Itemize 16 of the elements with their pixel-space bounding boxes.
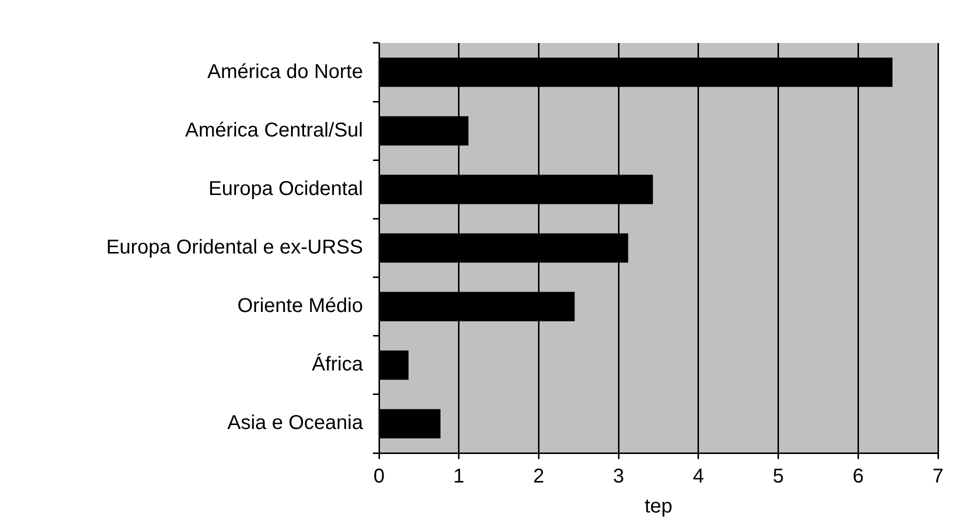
y-tick-label: América do Norte — [207, 60, 363, 83]
y-tick-label: América Central/Sul — [185, 119, 363, 142]
y-tick-label: Europa Oridental e ex-URSS — [106, 236, 363, 259]
x-tick-label: 7 — [932, 466, 944, 488]
y-tick-label: Asia e Oceania — [227, 412, 364, 434]
x-tick-label: 6 — [852, 466, 864, 488]
x-axis-title: tep — [644, 496, 672, 518]
x-tick-label: 0 — [373, 466, 385, 488]
x-tick-label: 1 — [453, 466, 464, 488]
x-tick-label: 4 — [692, 466, 704, 488]
y-tick-label: Oriente Médio — [237, 295, 363, 318]
x-tick-label: 5 — [772, 466, 784, 488]
y-tick-label: Europa Ocidental — [208, 178, 363, 200]
x-tick-label: 2 — [533, 466, 544, 488]
x-tick-label: 3 — [613, 466, 624, 488]
y-tick-label: África — [312, 352, 364, 376]
